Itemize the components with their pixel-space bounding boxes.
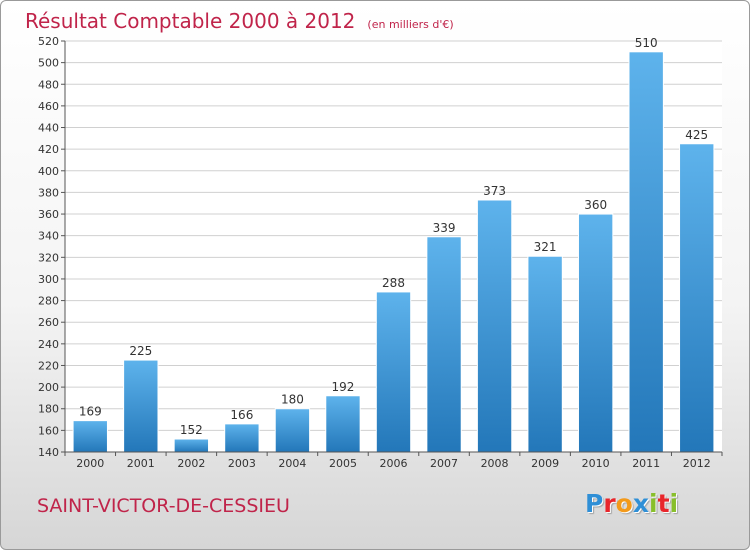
data-label-2008: 373 bbox=[483, 184, 506, 198]
y-tick-label: 240 bbox=[38, 338, 59, 351]
x-tick-label-2010: 2010 bbox=[582, 457, 610, 470]
place-name: SAINT-VICTOR-DE-CESSIEU bbox=[37, 495, 290, 517]
chart-subtitle: (en milliers d'€) bbox=[367, 18, 454, 31]
y-tick-label: 180 bbox=[38, 403, 59, 416]
data-label-2011: 510 bbox=[635, 36, 658, 50]
y-tick-label: 280 bbox=[38, 295, 59, 308]
bar-2003 bbox=[224, 423, 260, 453]
y-axis-ticks: 140 160 180 200 220 240 260 280 300 320 340 360 380 4… bbox=[38, 35, 65, 459]
y-tick-label: 300 bbox=[38, 273, 59, 286]
bar-2009 bbox=[527, 255, 563, 453]
x-tick-label-2011: 2011 bbox=[632, 457, 660, 470]
data-labels-group: 169 225 152 166 180 192 288 339 373 321 360 510 425 bbox=[79, 36, 708, 437]
y-tick-label: 160 bbox=[38, 424, 59, 437]
y-tick-label: 260 bbox=[38, 316, 59, 329]
data-label-2000: 169 bbox=[79, 405, 102, 419]
bars-group bbox=[72, 51, 715, 453]
data-label-2009: 321 bbox=[534, 240, 557, 254]
bar-2006 bbox=[375, 291, 412, 453]
data-label-2007: 339 bbox=[433, 221, 456, 235]
data-label-2003: 166 bbox=[230, 408, 253, 422]
bar-2007 bbox=[426, 236, 462, 453]
x-tick-label-2006: 2006 bbox=[380, 457, 408, 470]
data-label-2002: 152 bbox=[180, 423, 203, 437]
x-tick-label-2000: 2000 bbox=[76, 457, 104, 470]
bar-2012 bbox=[679, 143, 715, 453]
bar-2001 bbox=[123, 359, 159, 453]
x-tick-label-2005: 2005 bbox=[329, 457, 357, 470]
bar-2005 bbox=[325, 395, 361, 453]
bar-2010 bbox=[577, 213, 614, 453]
y-tick-label: 460 bbox=[38, 100, 59, 113]
x-tick-label-2012: 2012 bbox=[683, 457, 711, 470]
bar-2008 bbox=[476, 199, 513, 453]
y-tick-label: 420 bbox=[38, 143, 59, 156]
bar-2000 bbox=[72, 420, 108, 453]
x-axis-ticks: 2000 2001 2002 2003 2004 2005 2006 2007 2008 2009… bbox=[64, 452, 723, 470]
y-tick-label: 320 bbox=[38, 251, 59, 264]
x-tick-label-2009: 2009 bbox=[531, 457, 559, 470]
data-label-2012: 425 bbox=[685, 128, 708, 142]
data-label-2006: 288 bbox=[382, 276, 405, 290]
y-tick-label: 220 bbox=[38, 359, 59, 372]
bar-2002 bbox=[173, 438, 210, 453]
logo-letter: i bbox=[669, 489, 679, 518]
x-tick-label-2008: 2008 bbox=[481, 457, 509, 470]
y-tick-label: 440 bbox=[38, 122, 59, 135]
y-tick-label: 380 bbox=[38, 186, 59, 199]
logo-letter: t bbox=[657, 489, 670, 518]
bar-2011 bbox=[628, 51, 664, 453]
data-label-2004: 180 bbox=[281, 393, 304, 407]
y-tick-label: 140 bbox=[38, 446, 59, 459]
chart-title: Résultat Comptable 2000 à 2012 bbox=[25, 9, 356, 33]
y-tick-label: 340 bbox=[38, 230, 59, 243]
logo-letter: x bbox=[632, 489, 649, 518]
x-tick-label-2007: 2007 bbox=[430, 457, 458, 470]
logo-letter: P bbox=[585, 489, 604, 518]
logo-letter: i bbox=[649, 489, 658, 518]
y-tick-label: 400 bbox=[38, 165, 59, 178]
chart-title-block: Résultat Comptable 2000 à 2012 (en millie… bbox=[25, 9, 454, 33]
data-label-2005: 192 bbox=[332, 380, 355, 394]
x-tick-label-2001: 2001 bbox=[127, 457, 155, 470]
logo-letter: o bbox=[615, 489, 633, 518]
logo-letter: r bbox=[603, 489, 616, 518]
y-tick-label: 500 bbox=[38, 57, 59, 70]
y-tick-label: 520 bbox=[38, 35, 59, 48]
bar-2004 bbox=[274, 408, 311, 453]
data-label-2010: 360 bbox=[584, 198, 607, 212]
proxiti-logo: Proxiti bbox=[585, 489, 678, 518]
data-label-2001: 225 bbox=[129, 344, 152, 358]
x-tick-label-2004: 2004 bbox=[278, 457, 306, 470]
x-tick-label-2002: 2002 bbox=[177, 457, 205, 470]
y-tick-label: 360 bbox=[38, 208, 59, 221]
y-tick-label: 200 bbox=[38, 381, 59, 394]
x-tick-label-2003: 2003 bbox=[228, 457, 256, 470]
y-tick-label: 480 bbox=[38, 78, 59, 91]
